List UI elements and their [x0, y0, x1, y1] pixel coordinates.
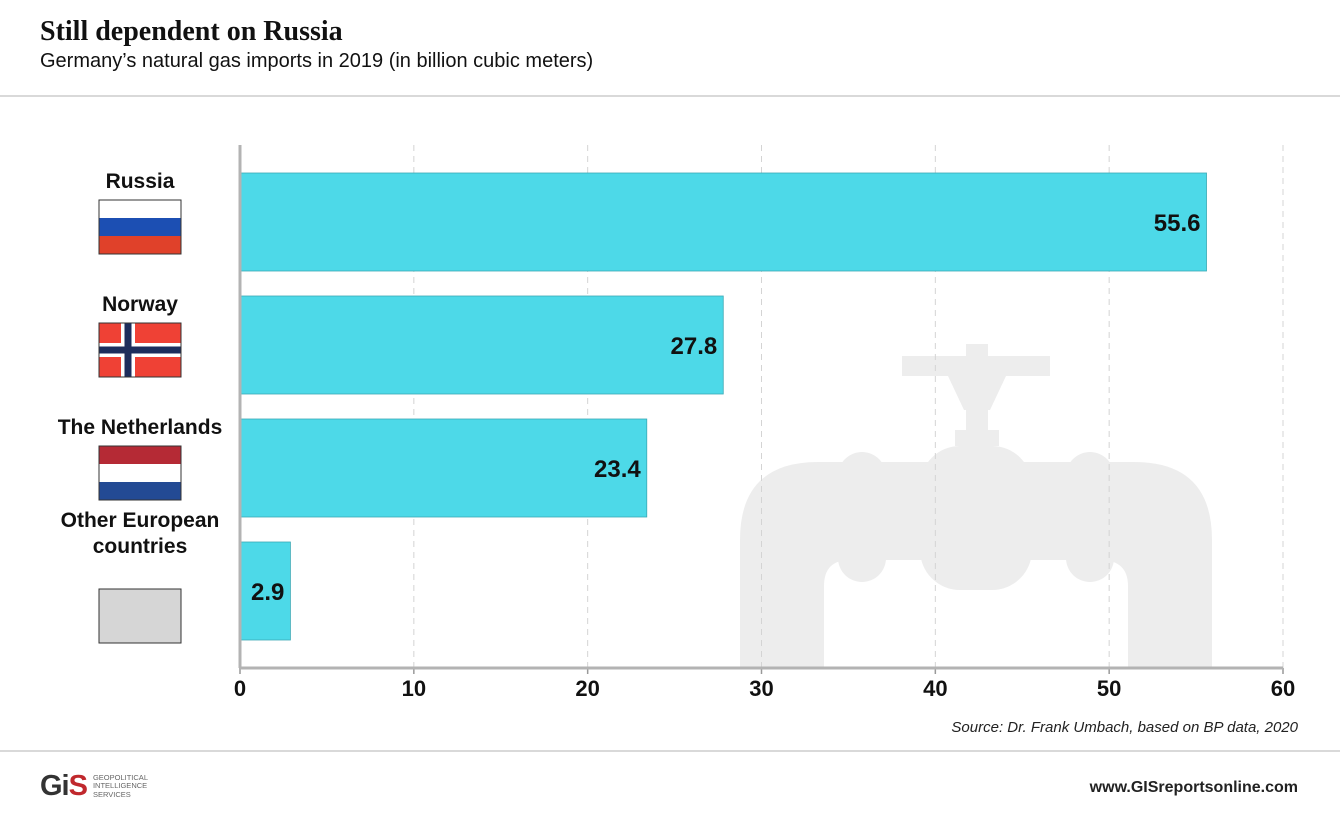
- gis-logo-mark: GiS: [40, 770, 88, 802]
- bar: [240, 541, 291, 641]
- chart-subtitle: Germany’s natural gas imports in 2019 (i…: [40, 50, 594, 72]
- value-label: 55.6: [1154, 210, 1201, 237]
- bar: [240, 295, 724, 395]
- category-label: Russia: [106, 170, 175, 193]
- bar: [240, 172, 1207, 272]
- x-tick-label: 60: [1271, 676, 1295, 701]
- blank-flag-icon: [98, 588, 182, 644]
- gis-logo: GiS Geopolitical Intelligence Services: [40, 772, 173, 801]
- category-label: countries: [93, 535, 188, 558]
- value-label: 27.8: [671, 333, 718, 360]
- x-tick-label: 50: [1097, 676, 1121, 701]
- website-link[interactable]: www.GISreportsonline.com: [1089, 779, 1298, 796]
- category-label: The Netherlands: [58, 416, 223, 439]
- norway-flag-icon: [98, 322, 182, 378]
- gis-logo-text: Geopolitical Intelligence Services: [92, 772, 148, 799]
- category-label: Other European: [61, 509, 220, 532]
- bottom-divider: [0, 750, 1340, 752]
- x-tick-label: 10: [402, 676, 426, 701]
- pipeline-valve-watermark-icon: [740, 344, 1212, 668]
- x-tick-label: 20: [575, 676, 599, 701]
- netherlands-flag-icon: [98, 445, 182, 501]
- flags: [98, 199, 182, 644]
- x-tick-label: 30: [749, 676, 773, 701]
- x-tick-labels: 0 10 20 30 40 50 60: [234, 676, 1295, 701]
- russia-flag-icon: [98, 199, 182, 255]
- top-divider: [0, 95, 1340, 97]
- x-tick-label: 40: [923, 676, 947, 701]
- x-tick-label: 0: [234, 676, 246, 701]
- value-label: 23.4: [594, 456, 641, 483]
- bar-chart: 55.6 27.8 23.4 2.9 0 10 20 30 40 50 60 Russia Norw…: [58, 145, 1295, 701]
- category-label: Norway: [102, 293, 178, 316]
- bar: [240, 418, 648, 518]
- category-labels: Russia Norway The Netherlands Other Europea…: [58, 170, 223, 558]
- source-note: Source: Dr. Frank Umbach, based on BP da…: [951, 719, 1298, 736]
- bars: [240, 172, 1207, 641]
- chart-title: Still dependent on Russia: [40, 16, 343, 47]
- value-labels: 55.6 27.8 23.4 2.9: [251, 210, 1200, 606]
- value-label: 2.9: [251, 579, 284, 606]
- axes: [238, 145, 1284, 674]
